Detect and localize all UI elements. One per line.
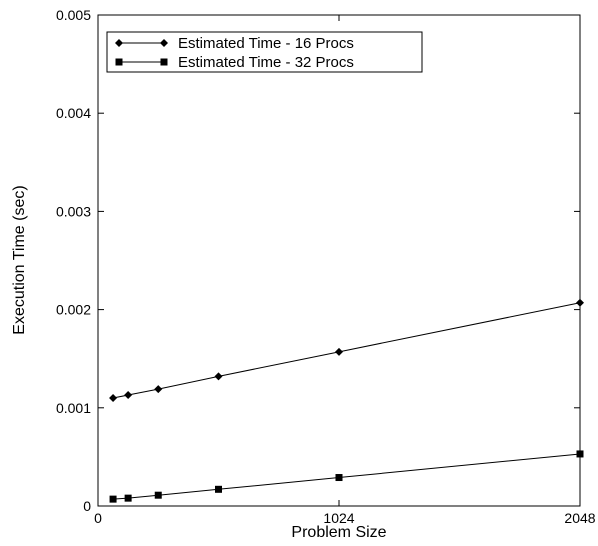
legend-box	[106, 31, 423, 73]
legend-marker	[160, 39, 168, 47]
x-axis: 0 1024 2048	[94, 15, 596, 526]
series-line	[112, 302, 581, 399]
diamond-marker	[335, 347, 343, 356]
x-tick-label: 0	[94, 510, 102, 526]
series-layer	[109, 298, 584, 503]
y-tick-label: 0.002	[56, 302, 91, 318]
x-tick-label: 2048	[564, 510, 595, 526]
legend-marker	[160, 58, 168, 66]
legend-marker	[115, 58, 123, 66]
diamond-marker	[576, 298, 584, 307]
y-axis-title: Execution Time (sec)	[11, 185, 28, 334]
series-32-procs	[109, 450, 584, 503]
x-axis-title: Problem Size	[291, 524, 386, 541]
series-line	[113, 453, 581, 500]
y-tick-label: 0.005	[56, 7, 91, 23]
square-marker	[124, 494, 132, 502]
legend-marker	[115, 39, 123, 47]
y-tick-label: 0.001	[56, 400, 91, 416]
legend-label: Estimated Time - 16 Procs	[178, 35, 354, 52]
diamond-marker	[124, 391, 133, 400]
diamond-marker	[214, 372, 223, 381]
square-marker	[154, 491, 162, 499]
diamond-marker	[154, 385, 163, 394]
square-marker	[109, 495, 117, 503]
legend: Estimated Time - 16 Procs Estimated Time …	[106, 31, 423, 73]
square-marker	[576, 450, 584, 458]
plot-area-frame	[97, 14, 581, 507]
diamond-marker	[109, 393, 118, 402]
y-tick-label: 0.004	[56, 105, 91, 121]
x-tick-label: 1024	[323, 510, 354, 526]
y-tick-label: 0	[83, 498, 91, 514]
series-16-procs	[109, 298, 584, 402]
legend-label: Estimated Time - 32 Procs	[178, 54, 354, 71]
square-marker	[215, 485, 222, 493]
square-marker	[335, 474, 343, 482]
y-axis: 0 0.001 0.002 0.003 0.004 0.005	[56, 7, 580, 514]
y-tick-label: 0.003	[56, 203, 91, 219]
